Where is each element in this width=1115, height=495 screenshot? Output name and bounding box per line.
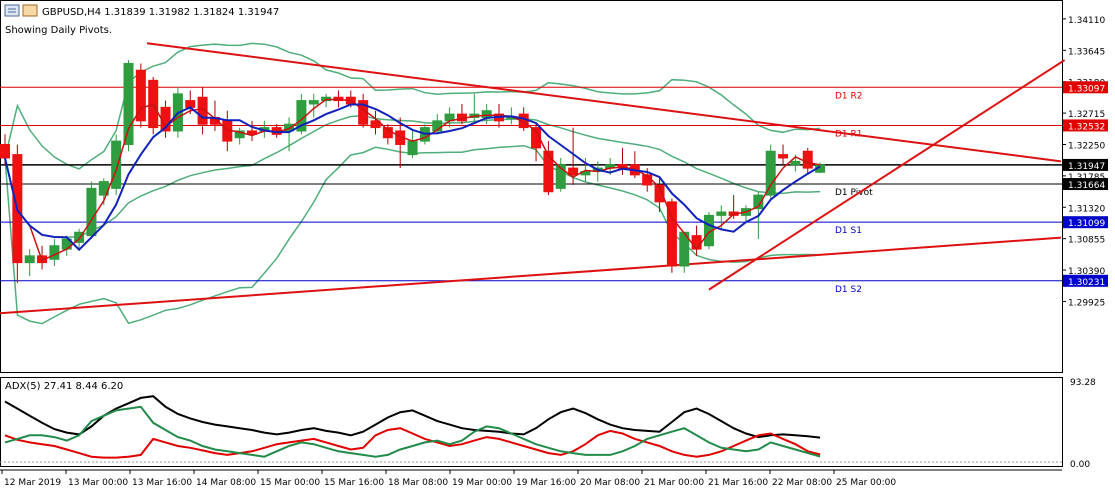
candle-body	[86, 187, 97, 237]
pivot-price-tag	[1063, 178, 1108, 191]
pivots-note: Showing Daily Pivots.	[5, 25, 112, 36]
time-tick-label: 14 Mar 08:00	[196, 478, 256, 488]
slow-ma-line	[4, 103, 821, 252]
price-tick-label: 1.32250	[1068, 141, 1105, 151]
candle-body	[778, 154, 789, 159]
time-tick-label: 19 Mar 00:00	[452, 478, 512, 488]
candle-body	[407, 140, 418, 156]
pivot-price-tag-label: 1.31664	[1068, 181, 1105, 191]
candle-body	[49, 245, 60, 260]
pivot-price-tag	[1063, 81, 1108, 94]
candle-body	[197, 96, 208, 125]
time-tick-label: 13 Mar 00:00	[68, 478, 128, 488]
time-axis: 12 Mar 2019 13 Mar 00:00 13 Mar 16:00 14 Ma…	[1, 470, 896, 488]
candle-body	[481, 110, 492, 118]
time-tick-label: 12 Mar 2019	[4, 478, 61, 488]
pivot-price-tag-label: 1.31099	[1068, 219, 1105, 229]
time-tick-label: 19 Mar 16:00	[516, 478, 576, 488]
candle-body	[654, 184, 665, 203]
candle-body	[790, 160, 801, 166]
candle-body	[135, 69, 146, 122]
pivot-price-tag-label: 1.33097	[1068, 84, 1105, 94]
candle-body	[691, 235, 702, 250]
pivot-label: D1 R2	[835, 91, 863, 101]
adx-label: ADX(5) 27.41 8.44 6.20	[5, 381, 123, 392]
fast-ma-line	[4, 98, 821, 262]
middle-band-line	[4, 114, 821, 239]
candle-body	[370, 120, 381, 129]
symbol-icon[interactable]	[22, 4, 38, 17]
time-tick-label: 22 Mar 08:00	[772, 478, 832, 488]
candle-body	[24, 255, 35, 264]
pivot-price-tag	[1063, 274, 1108, 287]
price-tick-label: 1.31785	[1068, 173, 1105, 183]
moving-averages	[4, 98, 821, 262]
time-tick-label: 15 Mar 00:00	[260, 478, 320, 488]
candle-body	[716, 211, 727, 216]
symbol-ohlc-label: GBPUSD,H4 1.31839 1.31982 1.31824 1.3194…	[42, 7, 279, 18]
candle-body	[543, 150, 554, 193]
candle-body	[0, 143, 10, 159]
adx-series-line	[4, 427, 821, 459]
candle-body	[284, 123, 295, 132]
time-tick-label: 18 Mar 08:00	[388, 478, 448, 488]
adx-series-line	[4, 405, 821, 458]
adx-pane	[0, 395, 1062, 463]
pivot-label: D1 Pivot	[835, 188, 873, 198]
trend-line	[146, 42, 1062, 163]
candle-body	[308, 100, 319, 105]
pivot-price-tag-label: 1.30231	[1068, 278, 1105, 288]
price-pane	[0, 0, 1063, 471]
candle-body	[247, 130, 257, 135]
price-tick-label: 1.30390	[1068, 267, 1105, 277]
candle-body	[753, 194, 764, 210]
price-pane-border	[0, 0, 1063, 373]
price-axis: 1.341101.336451.331801.327151.322501.317…	[1062, 16, 1108, 308]
price-tick-label: 1.29925	[1068, 298, 1105, 308]
candle-body	[111, 140, 122, 189]
time-tick-label: 21 Mar 00:00	[644, 478, 704, 488]
pivot-price-tag	[1063, 216, 1108, 229]
price-tick-label: 1.32715	[1068, 110, 1105, 120]
time-tick-label: 13 Mar 16:00	[132, 478, 192, 488]
candle-body	[568, 167, 579, 176]
candle-body	[555, 164, 566, 189]
pivot-label: D1 S1	[835, 226, 862, 236]
chart-window-icon[interactable]	[4, 4, 20, 17]
adx-pane-border	[0, 377, 1063, 467]
pivot-label: D1 S2	[835, 285, 862, 295]
price-tick-label: 1.33645	[1068, 47, 1105, 57]
candle-body	[802, 150, 813, 169]
price-tick-label: 1.34110	[1068, 16, 1105, 26]
adx-series-line	[4, 395, 821, 439]
candle-body	[74, 231, 85, 243]
pivot-price-tag-label: 1.32532	[1068, 122, 1105, 132]
trend-line	[708, 59, 1066, 291]
trend-line	[0, 236, 1061, 315]
current-price-tag	[1063, 158, 1108, 171]
price-tick-label: 1.30855	[1068, 236, 1105, 246]
candle-body	[234, 130, 245, 139]
pivot-price-tag	[1063, 119, 1108, 132]
current-price-tag-label: 1.31947	[1068, 162, 1105, 172]
chart-header: GBPUSD,H4 1.31839 1.31982 1.31824 1.3194…	[4, 4, 279, 36]
candle-body	[666, 201, 677, 267]
price-tick-label: 1.31320	[1068, 204, 1105, 214]
candle-body	[531, 127, 542, 149]
time-tick-label: 21 Mar 16:00	[708, 478, 768, 488]
candle-body	[765, 150, 776, 196]
adx-axis-max: 93.28	[1070, 378, 1096, 388]
time-tick-label: 25 Mar 00:00	[836, 478, 896, 488]
time-tick-label: 15 Mar 16:00	[324, 478, 384, 488]
candle-body	[123, 62, 134, 145]
trend-lines	[0, 42, 1066, 315]
adx-axis-min: 0.00	[1070, 460, 1090, 470]
time-tick-label: 20 Mar 08:00	[580, 478, 640, 488]
